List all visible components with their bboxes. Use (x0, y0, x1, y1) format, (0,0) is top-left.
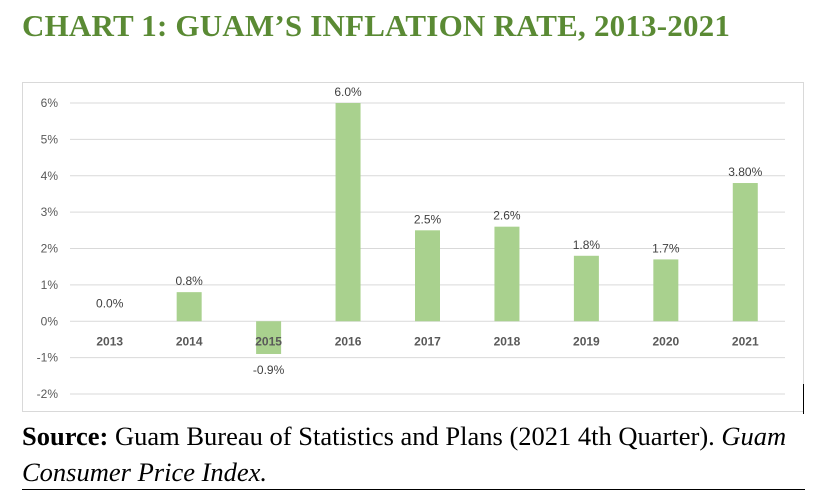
bar-2017 (415, 230, 440, 322)
data-label: 6.0% (334, 85, 362, 99)
chart-title: CHART 1: GUAM’S INFLATION RATE, 2013-202… (22, 8, 731, 43)
x-tick-label: 2016 (335, 334, 362, 348)
bottom-rule (22, 489, 805, 490)
y-tick-label: 2% (41, 242, 59, 256)
bar-2021 (732, 183, 758, 322)
bar-2018 (494, 226, 520, 322)
data-label: 0.0% (96, 296, 124, 310)
y-tick-label: 0% (41, 314, 59, 328)
source-publication: Guam Consumer Price Index. (22, 421, 787, 487)
y-tick-label: 3% (41, 205, 59, 219)
x-tick-label: 2020 (652, 334, 679, 348)
x-axis-ticks: 2013 2014 2015 2016 2017 2018 2019 2020 2021 (96, 334, 759, 348)
bar-2019 (573, 255, 599, 322)
data-label: 3.80% (728, 165, 762, 179)
x-tick-label: 2015 (255, 334, 282, 348)
chart-area (22, 82, 804, 412)
source-note: Source: Guam Bureau of Statistics and Pl… (22, 418, 812, 490)
data-label: 1.8% (573, 238, 601, 252)
x-tick-label: 2021 (732, 334, 759, 348)
frame-edge-rule (803, 384, 804, 414)
x-tick-label: 2019 (573, 334, 600, 348)
data-labels: 0.0% 0.8% -0.9% 6.0% 2.5% 2.6% 1.8% 1.7% 3.80% (96, 85, 763, 377)
data-label: 1.7% (652, 241, 680, 255)
y-tick-label: 6% (41, 96, 59, 110)
bar-2015 (256, 321, 282, 354)
data-label: 0.8% (175, 274, 203, 288)
source-text: Guam Bureau of Statistics and Plans (202… (108, 421, 722, 451)
x-tick-label: 2018 (494, 334, 521, 348)
bar-2020 (653, 259, 679, 322)
x-tick-label: 2013 (96, 334, 123, 348)
x-tick-label: 2014 (176, 334, 203, 348)
bar-2014 (176, 292, 202, 322)
y-tick-label: -2% (37, 387, 59, 401)
y-tick-label: 1% (41, 278, 59, 292)
data-label: 2.6% (493, 209, 521, 223)
y-tick-label: 5% (41, 132, 59, 146)
bar-2016 (335, 103, 361, 322)
source-label: Source: (22, 421, 109, 451)
data-label: -0.9% (253, 363, 285, 377)
data-label: 2.5% (414, 212, 442, 226)
x-tick-label: 2017 (414, 334, 441, 348)
y-tick-label: -1% (37, 351, 59, 365)
y-axis-ticks: -2% -1% 0% 1% 2% 3% 4% 5% 6% (37, 96, 59, 401)
bars (176, 103, 758, 354)
y-tick-label: 4% (41, 169, 59, 183)
